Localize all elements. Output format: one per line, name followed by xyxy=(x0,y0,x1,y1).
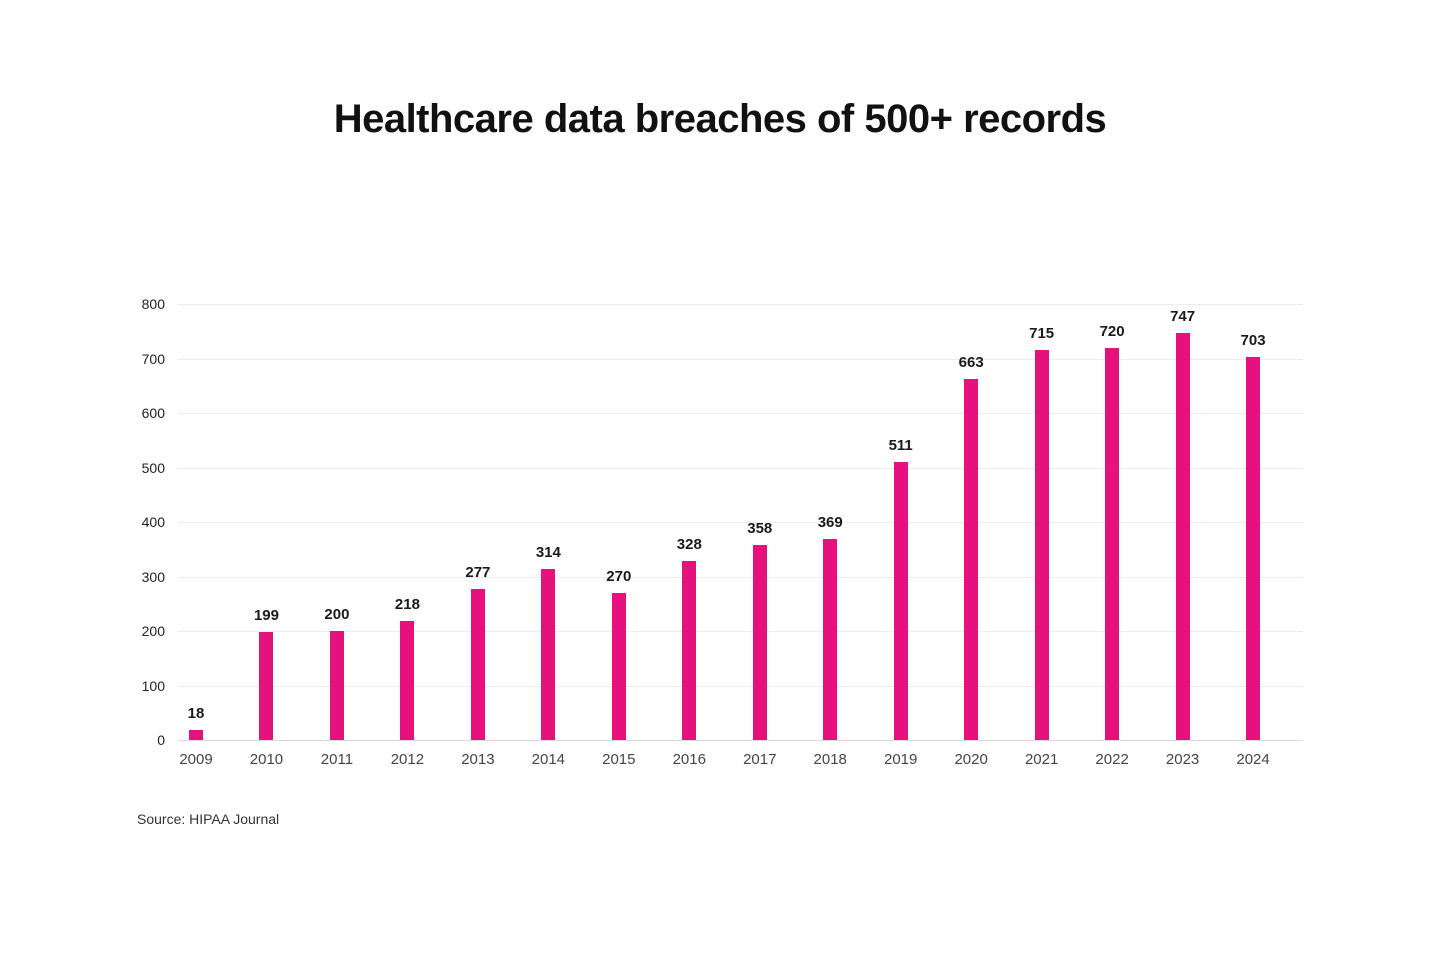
bar-2013 xyxy=(470,589,485,740)
bar-value-label: 358 xyxy=(747,519,773,537)
x-tick-label: 2022 xyxy=(1095,751,1129,768)
bar-value-label: 511 xyxy=(888,436,913,454)
gridline xyxy=(178,576,1303,578)
bar-2011 xyxy=(329,631,344,740)
bar-2012 xyxy=(400,621,415,740)
bar-2014 xyxy=(541,568,556,740)
x-tick-label: 2011 xyxy=(320,751,354,768)
bar-value-label: 270 xyxy=(606,567,632,585)
y-tick-label: 100 xyxy=(141,677,165,694)
y-tick-label: 0 xyxy=(157,732,165,748)
x-tick-label: 2012 xyxy=(390,751,425,768)
bar-value-label: 200 xyxy=(324,606,350,623)
bar-2024 xyxy=(1246,356,1261,740)
bar-2020 xyxy=(964,378,979,740)
gridline xyxy=(178,304,1303,305)
y-tick-label: 600 xyxy=(141,405,165,421)
bar-2009 xyxy=(189,730,203,740)
gridline xyxy=(178,467,1303,469)
x-tick-label: 2024 xyxy=(1236,751,1270,768)
chart-title: Healthcare data breaches of 500+ records xyxy=(333,97,1107,141)
bar-2018 xyxy=(823,538,838,740)
x-tick-label: 2019 xyxy=(884,751,918,768)
x-tick-label: 2013 xyxy=(461,751,495,768)
bar-2021 xyxy=(1034,350,1049,740)
x-tick-label: 2023 xyxy=(1165,751,1200,768)
y-tick-label: 400 xyxy=(141,514,165,530)
y-tick-label: 800 xyxy=(141,296,165,312)
bar-value-label: 747 xyxy=(1170,307,1196,325)
bar-2010 xyxy=(259,631,274,740)
y-tick-label: 500 xyxy=(141,459,165,476)
bar-2016 xyxy=(682,561,697,740)
bar-value-label: 218 xyxy=(394,596,420,614)
x-axis-baseline xyxy=(178,740,1303,741)
x-tick-label: 2016 xyxy=(672,751,706,768)
bar-2015 xyxy=(611,592,626,740)
bar-value-label: 369 xyxy=(817,513,843,531)
x-tick-label: 2018 xyxy=(813,751,847,768)
x-tick-label: 2020 xyxy=(954,751,988,768)
bar-value-label: 703 xyxy=(1240,331,1266,349)
bar-value-label: 199 xyxy=(253,606,279,624)
bar-2022 xyxy=(1105,347,1120,740)
y-tick-label: 200 xyxy=(141,623,165,639)
bar-value-label: 328 xyxy=(676,536,702,554)
x-tick-label: 2015 xyxy=(602,751,636,768)
x-tick-label: 2014 xyxy=(531,751,566,768)
source-note: Source: HIPAA Journal xyxy=(137,811,280,827)
gridline xyxy=(178,631,1303,632)
gridline xyxy=(178,522,1303,523)
x-tick-label: 2021 xyxy=(1024,751,1059,768)
y-tick-label: 300 xyxy=(141,568,165,585)
bar-value-label: 715 xyxy=(1029,325,1055,343)
bar-value-label: 314 xyxy=(535,543,561,561)
bar-value-label: 720 xyxy=(1099,322,1125,340)
gridline xyxy=(178,413,1303,414)
y-tick-label: 700 xyxy=(141,350,165,367)
gridline xyxy=(178,685,1303,687)
plot-area: 0 100 200 300 400 500 600 700 800 18 2009 199 2010 20… xyxy=(142,296,1303,768)
x-tick-label: 2010 xyxy=(249,751,284,768)
bar-value-label: 18 xyxy=(187,705,205,723)
x-tick-label: 2009 xyxy=(179,751,213,768)
bar-2019 xyxy=(893,461,908,740)
x-tick-label: 2017 xyxy=(743,751,777,768)
bar-value-label: 277 xyxy=(465,564,491,582)
bar-2023 xyxy=(1175,332,1190,740)
bar-value-label: 663 xyxy=(958,353,984,371)
gridline xyxy=(178,358,1303,360)
bar-2017 xyxy=(752,544,767,740)
